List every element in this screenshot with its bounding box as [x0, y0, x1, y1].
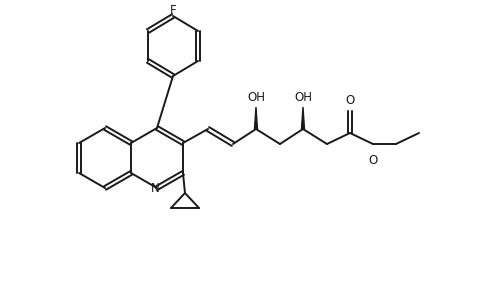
Text: O: O — [369, 154, 377, 167]
Text: F: F — [170, 3, 176, 16]
Text: OH: OH — [294, 91, 312, 104]
Text: O: O — [345, 94, 355, 107]
Polygon shape — [302, 107, 305, 129]
Polygon shape — [254, 107, 257, 129]
Text: OH: OH — [247, 91, 265, 104]
Text: N: N — [151, 183, 159, 196]
